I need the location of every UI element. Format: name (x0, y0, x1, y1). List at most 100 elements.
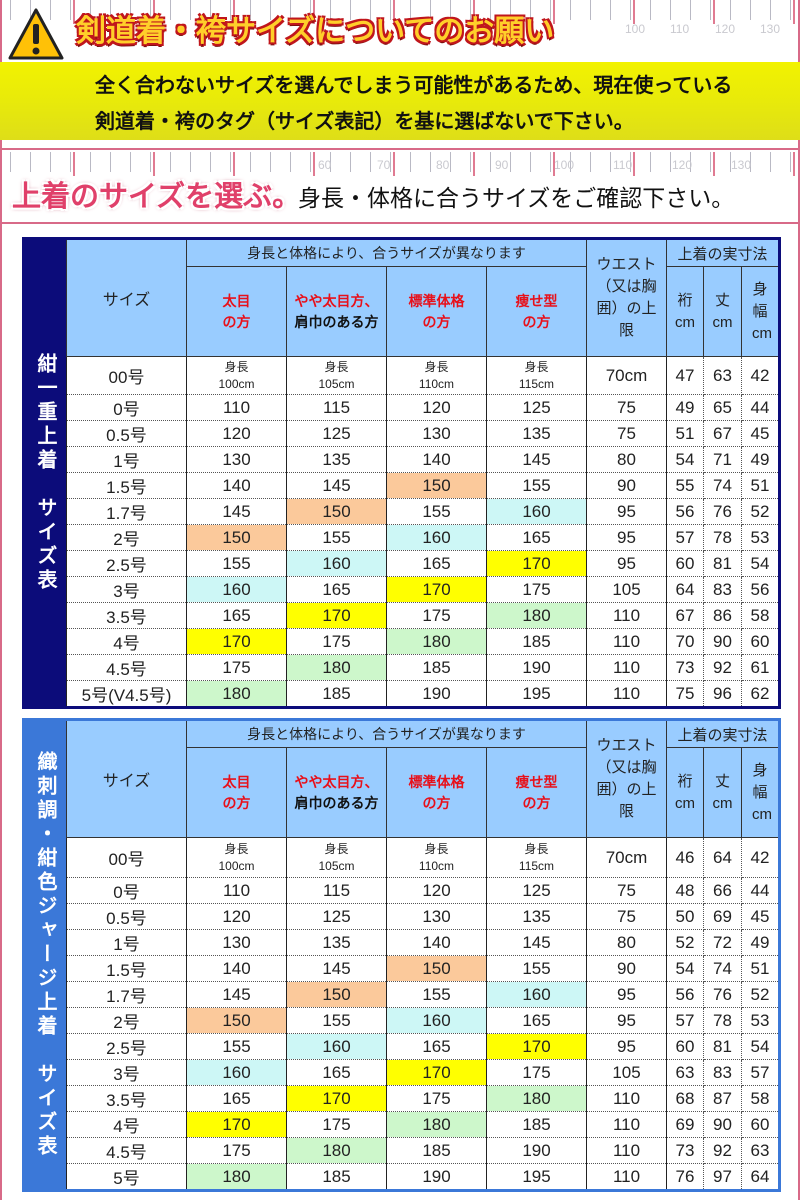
notice-band: 全く合わないサイズを選んでしまう可能性があるため、現在使っている 剣道着・袴のタ… (0, 62, 800, 140)
size-cell: 1号 (66, 929, 187, 956)
waist-cell: 110 (586, 602, 667, 629)
height-cell: 125 (286, 903, 387, 930)
mihaba-cell: 54 (741, 1033, 780, 1060)
ruler-label: 130 (731, 158, 752, 172)
take-cell: 71 (703, 446, 742, 473)
yuki-cell: 69 (666, 1111, 704, 1138)
yuki-cell: 67 (666, 602, 704, 629)
height-cell: 185 (486, 628, 587, 655)
height-cell: 180 (286, 1137, 387, 1164)
take-cell: 78 (703, 524, 742, 551)
yuki-cell: 60 (666, 550, 704, 577)
header-take: 丈 cm (703, 266, 742, 357)
size-cell: 4号 (66, 628, 187, 655)
table-side-label: 紺一重上着 サイズ表 (23, 238, 67, 708)
table-row: 4号 170 175 180 185 110 69 90 60 (24, 1111, 780, 1138)
height-cell: 150 (386, 955, 487, 982)
mihaba-cell: 44 (741, 394, 780, 421)
height-cell: 140 (186, 472, 287, 499)
height-cell: 140 (386, 446, 487, 473)
header-body-type: 太目 の方 (186, 266, 287, 357)
height-cell: 125 (486, 394, 587, 421)
height-cell: 160 (286, 550, 387, 577)
ruler-label: 110 (670, 22, 690, 36)
size-cell: 3号 (66, 576, 187, 603)
waist-cell: 95 (586, 1007, 667, 1034)
header-body-type: やや太目方、 肩巾のある方 (286, 747, 387, 838)
yuki-cell: 54 (666, 446, 704, 473)
yuki-cell: 52 (666, 929, 704, 956)
height-cell: 身長 105cm (286, 837, 387, 878)
size-cell: 1.7号 (66, 981, 187, 1008)
take-cell: 78 (703, 1007, 742, 1034)
body-type-line-2: の方 (522, 794, 551, 811)
waist-cell: 95 (586, 498, 667, 525)
take-cell: 63 (703, 356, 742, 395)
height-cell: 190 (386, 680, 487, 708)
height-cell: 165 (286, 576, 387, 603)
mihaba-cell: 53 (741, 1007, 780, 1034)
size-cell: 1.5号 (66, 955, 187, 982)
body-type-line-2: の方 (422, 794, 451, 811)
height-cell: 145 (286, 472, 387, 499)
height-cell: 160 (386, 1007, 487, 1034)
ruler-label: 120 (672, 158, 693, 172)
header-take: 丈 cm (703, 747, 742, 838)
waist-cell: 95 (586, 524, 667, 551)
height-cell: 155 (386, 498, 487, 525)
size-cell: 1号 (66, 446, 187, 473)
yuki-cell: 47 (666, 356, 704, 395)
take-cell: 90 (703, 628, 742, 655)
mihaba-cell: 58 (741, 1085, 780, 1112)
section-title: 上着のサイズを選ぶ。 (12, 179, 302, 213)
take-cell: 92 (703, 1137, 742, 1164)
body-type-line-1: 標準体格 (408, 292, 465, 309)
header-body-type: 標準体格 の方 (386, 747, 487, 838)
header-body-type: 標準体格 の方 (386, 266, 487, 357)
table-row: 4.5号 175 180 185 190 110 73 92 63 (24, 1137, 780, 1164)
mihaba-cell: 49 (741, 446, 780, 473)
height-cell: 110 (186, 877, 287, 904)
body-type-line-2: の方 (222, 794, 251, 811)
header-body-type: やや太目方、 肩巾のある方 (286, 266, 387, 357)
height-cell: 115 (286, 877, 387, 904)
mihaba-cell: 45 (741, 420, 780, 447)
size-cell: 5号(V4.5号) (66, 680, 187, 708)
waist-cell: 110 (586, 680, 667, 708)
height-cell: 160 (186, 576, 287, 603)
yuki-cell: 54 (666, 955, 704, 982)
ruler-label: 100 (625, 22, 646, 36)
height-cell: 130 (386, 420, 487, 447)
take-cell: 81 (703, 1033, 742, 1060)
height-cell: 170 (486, 1033, 587, 1060)
take-cell: 76 (703, 498, 742, 525)
height-cell: 160 (186, 1059, 287, 1086)
yuki-cell: 57 (666, 524, 704, 551)
body-type-line-1: 標準体格 (408, 773, 465, 790)
table-row: 4号 170 175 180 185 110 70 90 60 (24, 628, 780, 655)
height-cell: 155 (286, 1007, 387, 1034)
take-cell: 96 (703, 680, 742, 708)
table-row: 0.5号 120 125 130 135 75 51 67 45 (24, 420, 780, 447)
waist-cell: 105 (586, 1059, 667, 1086)
height-cell: 170 (186, 628, 287, 655)
height-cell: 130 (186, 929, 287, 956)
size-cell: 00号 (66, 356, 187, 395)
size-cell: 0号 (66, 394, 187, 421)
height-cell: 165 (486, 524, 587, 551)
divider (0, 222, 800, 224)
body-type-line-2: 肩巾のある方 (294, 794, 379, 811)
size-cell: 2号 (66, 1007, 187, 1034)
height-cell: 115 (286, 394, 387, 421)
yuki-cell: 70 (666, 628, 704, 655)
size-table-kon-hitoe: 紺一重上着 サイズ表 サイズ 身長と体格により、合うサイズが異なります ウエスト（又は… (22, 237, 781, 709)
height-cell: 身長 115cm (486, 356, 587, 395)
height-cell: 165 (386, 1033, 487, 1060)
table-row: 0号 110 115 120 125 75 48 66 44 (24, 877, 780, 904)
height-cell: 185 (486, 1111, 587, 1138)
height-cell: 155 (186, 1033, 287, 1060)
height-cell: 135 (286, 929, 387, 956)
size-cell: 0号 (66, 877, 187, 904)
height-cell: 145 (486, 929, 587, 956)
height-cell: 170 (486, 550, 587, 577)
